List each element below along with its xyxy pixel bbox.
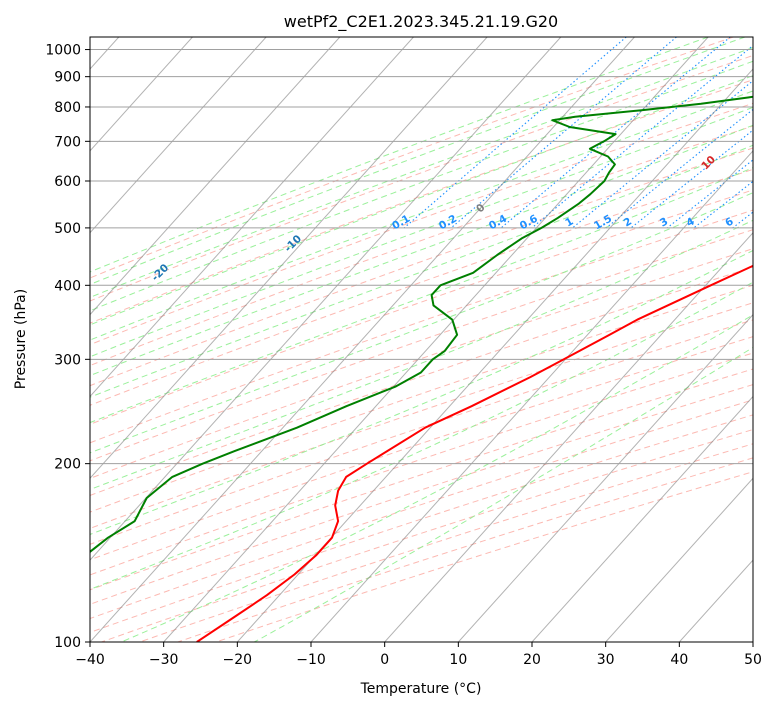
y-tick-label: 500 — [54, 221, 81, 237]
y-tick-label: 200 — [54, 457, 81, 473]
isotherms — [90, 37, 753, 642]
moist-adiabat-line — [90, 192, 753, 454]
moist-adiabat-line — [90, 60, 753, 312]
moist-adiabat-line — [90, 47, 753, 298]
mixing-ratio-line — [605, 108, 753, 229]
dry-adiabat-line — [90, 37, 734, 279]
dry-adiabat-line — [90, 102, 753, 346]
isotherm-line — [531, 395, 753, 642]
dry-adiabat-line — [177, 457, 753, 642]
moist-adiabat-line — [90, 167, 753, 424]
temperature-profile-line — [196, 264, 753, 642]
x-axis-label: Temperature (°C) — [360, 681, 482, 697]
moist-adiabat-line — [90, 124, 753, 377]
mixing-ratio-line — [403, 37, 627, 229]
moist-adiabat-line — [90, 144, 753, 398]
moist-adiabat-line — [90, 249, 753, 535]
plot-area: -100-90-80-70-60-50-40-30-20-10010203040… — [90, 37, 753, 642]
isotherm-line — [605, 477, 753, 642]
dry-adiabats — [90, 37, 753, 642]
moist-adiabat-line — [121, 314, 753, 642]
x-tick-label: 50 — [744, 652, 762, 668]
y-axis-label: Pressure (hPa) — [13, 289, 29, 389]
y-tick-label: 300 — [54, 352, 81, 368]
isotherm-line — [90, 37, 267, 234]
x-tick-label: 30 — [597, 652, 615, 668]
moist-adiabats — [90, 37, 753, 642]
dewpoint-profile-line — [90, 95, 753, 554]
moist-adiabat-line — [90, 106, 753, 358]
moist-adiabat-line — [90, 219, 753, 491]
y-tick-label: 600 — [54, 174, 81, 190]
isotherm-line — [310, 150, 753, 642]
moist-adiabat-line — [90, 75, 753, 326]
dry-adiabat-line — [101, 428, 753, 642]
dry-adiabat-line — [90, 414, 753, 633]
mixing-ratio-line — [500, 37, 731, 229]
moist-adiabat-line — [90, 90, 753, 341]
x-tick-label: 40 — [670, 652, 688, 668]
isotherm-line — [90, 37, 562, 561]
y-tick-label: 800 — [54, 100, 81, 116]
mixing-ratio-lines — [403, 37, 753, 229]
dry-adiabat-line — [90, 319, 753, 545]
y-tick-label: 400 — [54, 278, 81, 294]
axes-frame — [89, 36, 754, 643]
x-tick-label: −30 — [149, 652, 179, 668]
x-tick-label: −20 — [223, 652, 253, 668]
x-tick-label: 20 — [523, 652, 541, 668]
x-tick-label: 10 — [449, 652, 467, 668]
y-tick-label: 900 — [54, 70, 81, 86]
dry-adiabat-line — [139, 443, 753, 642]
isotherm-line — [90, 37, 414, 398]
x-axis: −40 −30 −20 −10 0 10 20 30 40 50 — [75, 642, 762, 668]
profiles — [90, 95, 753, 642]
dry-adiabat-line — [90, 79, 753, 324]
x-tick-label: −40 — [75, 652, 105, 668]
moist-adiabat-line — [90, 37, 709, 273]
isotherm-line — [90, 37, 635, 642]
isotherm-line — [457, 313, 753, 642]
moist-adiabat-line — [254, 346, 753, 642]
mixing-ratio-line — [450, 37, 677, 229]
dry-adiabat-line — [215, 471, 753, 642]
x-tick-label: −10 — [296, 652, 326, 668]
isobars — [90, 49, 753, 642]
isotherm-line — [90, 37, 341, 316]
dry-adiabat-line — [90, 336, 753, 561]
y-tick-label: 1000 — [45, 43, 81, 59]
dry-adiabat-line — [90, 125, 753, 367]
isotherm-line — [163, 37, 709, 642]
y-axis: 100 200 300 400 500 600 700 800 900 1000 — [45, 43, 90, 651]
y-tick-label: 700 — [54, 134, 81, 150]
isotherm-line — [384, 231, 753, 642]
isotherm-line — [90, 37, 193, 152]
moist-adiabat-line — [90, 37, 746, 286]
mixing-ratio-line — [572, 80, 753, 229]
y-tick-label: 100 — [54, 635, 81, 651]
x-tick-label: 0 — [380, 652, 389, 668]
chart-title: wetPf2_C2E1.2023.345.21.19.G20 — [284, 12, 558, 32]
isotherm-line — [90, 37, 488, 480]
